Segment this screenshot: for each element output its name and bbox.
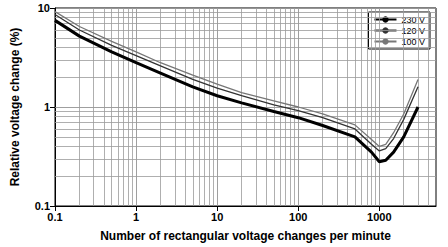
svg-text:0.1: 0.1 [47, 211, 62, 223]
svg-text:Number of rectangular voltage: Number of rectangular voltage changes pe… [100, 229, 391, 243]
svg-text:10: 10 [211, 211, 223, 223]
svg-text:100: 100 [289, 211, 307, 223]
svg-text:120 V: 120 V [401, 25, 425, 36]
svg-text:0.1: 0.1 [34, 200, 50, 212]
svg-text:100 V: 100 V [401, 37, 425, 47]
svg-text:1: 1 [133, 211, 139, 223]
svg-text:230 V: 230 V [401, 15, 425, 25]
svg-text:Relative voltage change (%): Relative voltage change (%) [8, 28, 22, 187]
svg-text:10: 10 [38, 2, 50, 14]
svg-text:1: 1 [44, 101, 50, 113]
svg-text:1000: 1000 [367, 211, 391, 223]
